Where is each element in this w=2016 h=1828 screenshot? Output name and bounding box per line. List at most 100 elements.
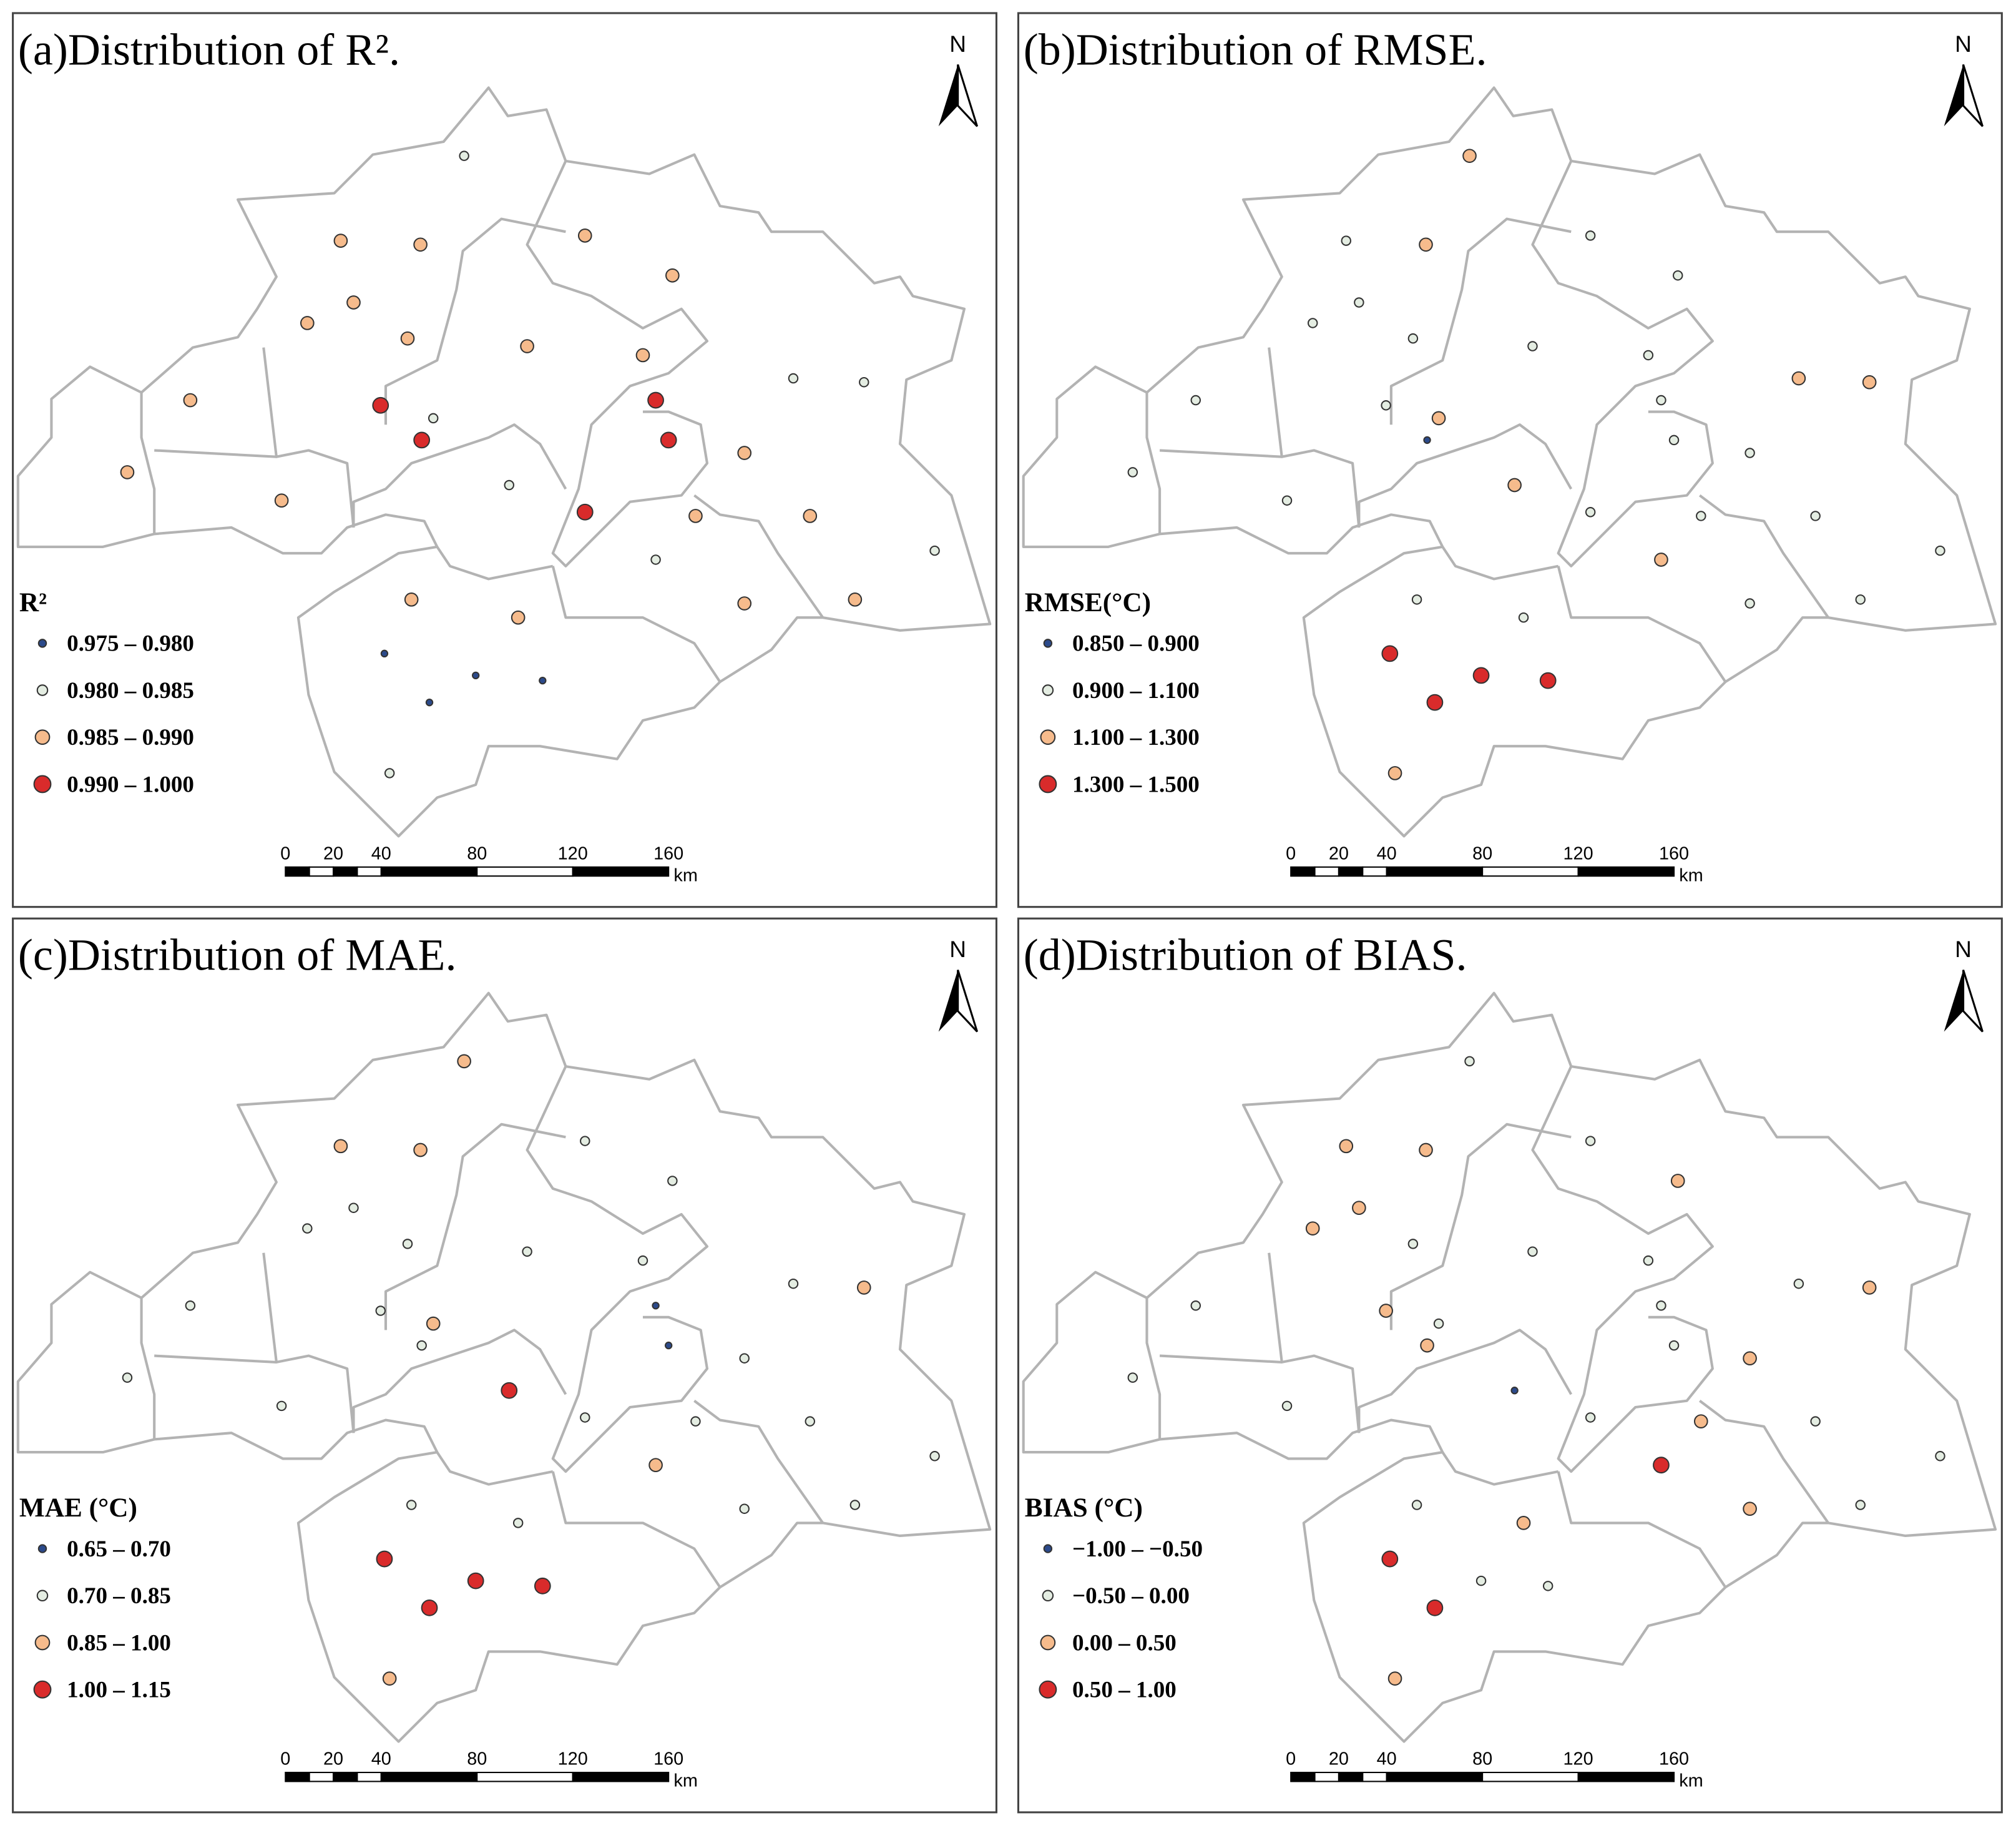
district-boundary [551,566,722,683]
station-marker [1810,1416,1821,1427]
station-marker [1855,1500,1866,1510]
station-marker [648,1458,663,1473]
scale-bar-unit: km [1679,1771,1703,1791]
station-marker [1352,1201,1366,1216]
district-boundary [1159,449,1282,458]
scale-bar-label: 0 [280,1749,290,1769]
station-marker [1381,1550,1399,1568]
scale-bar-label: 160 [1659,843,1689,863]
district-boundary [384,1123,566,1330]
scale-bar-label: 0 [280,843,290,863]
region-boundary [16,86,992,838]
scale-bar-label: 160 [653,1749,683,1769]
district-boundary [1145,1297,1162,1440]
legend-title: MAE (°C) [19,1493,137,1523]
station-marker [1672,270,1683,281]
district-boundary [1389,1123,1572,1330]
legend-marker [1043,639,1053,648]
station-marker [1341,235,1352,246]
scale-bar-segment [1290,866,1316,877]
legend-marker [37,639,47,648]
station-marker [803,509,818,523]
station-marker [1411,594,1422,605]
station-marker [185,1300,196,1311]
station-marker [580,1136,590,1146]
station-marker [1542,1581,1554,1591]
scale-bar-segment [333,866,358,877]
station-marker [346,295,361,310]
station-marker [382,1671,397,1686]
scale-bar-label: 20 [323,843,343,863]
station-marker [1433,1318,1444,1329]
station-marker [1585,1412,1596,1423]
scale-bar-label: 120 [1563,1749,1593,1769]
station-marker [1585,1136,1596,1146]
station-marker [520,339,534,353]
station-marker [421,1599,438,1616]
district-boundary [262,1252,355,1433]
legend-marker [1040,1634,1056,1651]
legend-marker [33,775,52,794]
legend-label: 0.65 – 0.70 [67,1536,171,1562]
station-marker [504,479,514,491]
station-marker [1281,1400,1293,1412]
station-marker [788,1278,799,1289]
station-marker [122,1372,133,1383]
scale-bar-label: 120 [558,843,588,863]
station-marker [1518,612,1529,623]
scale-bar-segment [356,866,382,877]
district-boundary [1145,392,1162,534]
scale-bar-label: 80 [467,1749,487,1769]
district-boundary [693,494,825,619]
legend-marker [1040,729,1056,745]
scale-bar-segment [308,866,335,877]
station-marker [183,393,198,408]
district-boundary [1358,1329,1573,1433]
station-marker [1935,1451,1945,1462]
station-marker [848,592,863,607]
station-marker [416,1340,427,1351]
panel-frame [12,917,998,1814]
scale-bar-label: 40 [371,843,391,863]
station-marker [647,391,664,409]
station-marker [1585,507,1596,518]
region-boundary [1022,86,1997,838]
station-marker [737,446,752,460]
station-marker [1656,1300,1666,1311]
station-marker [1793,1278,1804,1289]
scale-bar-label: 0 [1286,1749,1296,1769]
station-marker [1407,333,1419,344]
station-marker [1585,230,1596,241]
scale-bar-segment [1290,1771,1316,1782]
station-marker [577,228,592,243]
scale-bar-label: 80 [467,843,487,863]
station-marker [1472,667,1490,684]
station-marker [1420,1338,1434,1353]
station-marker [457,1054,471,1069]
station-marker [406,1500,417,1510]
scale-bar-segment [1386,1771,1484,1782]
district-boundary [384,217,566,425]
station-marker [849,1500,861,1510]
north-arrow [938,64,958,127]
station-marker [1305,1221,1320,1236]
station-marker [1281,495,1293,506]
station-marker [690,1416,701,1427]
station-marker [459,150,469,161]
station-marker [1654,553,1668,567]
station-marker [472,671,480,680]
legend-label: 1.100 – 1.300 [1072,725,1200,750]
scale-bar-segment [333,1771,358,1782]
station-marker [929,545,940,556]
district-boundary [693,1400,825,1524]
station-marker [1407,1239,1419,1249]
legend-label: 0.50 – 1.00 [1072,1678,1177,1703]
scale-bar-segment [1362,1771,1387,1782]
station-marker [1127,467,1138,478]
station-marker [737,596,752,611]
station-marker [664,1341,673,1350]
legend-label: 0.900 – 1.100 [1072,678,1200,704]
station-marker [1696,511,1706,521]
station-marker [375,1305,386,1316]
district-boundary [1268,347,1361,528]
